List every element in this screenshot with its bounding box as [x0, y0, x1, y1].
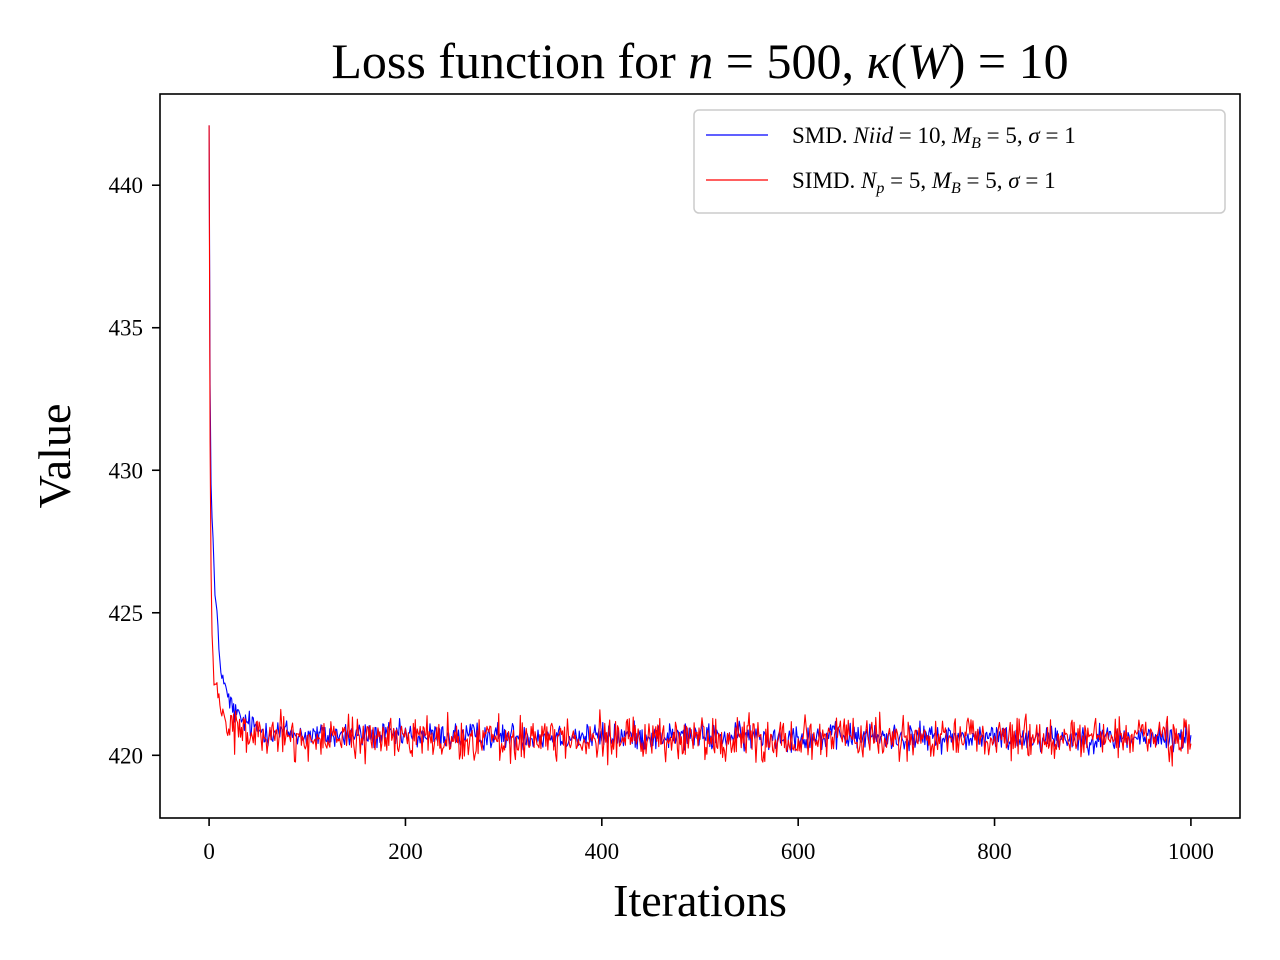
x-tick-label: 200 — [388, 839, 423, 864]
legend-smd-eq-value: 10 — [917, 123, 940, 148]
x-axis-label: Iterations — [613, 875, 787, 926]
title-n-value: 500 — [766, 33, 841, 89]
legend-entry-simd: SIMD. Np = 5, MB = 5, σ = 1 — [792, 168, 1056, 197]
legend-smd-sigma: 1 — [1064, 123, 1076, 148]
legend-simd-sigma: 1 — [1044, 168, 1056, 193]
x-tick-label: 600 — [781, 839, 816, 864]
x-tick-label: 800 — [977, 839, 1012, 864]
legend: SMD. Niid = 10, MB = 5, σ = 1 SIMD. Np =… — [693, 109, 1226, 214]
legend-smd-prefix: SMD. — [792, 123, 848, 148]
legend-simd-mb: 5 — [985, 168, 997, 193]
y-axis-label: Value — [29, 404, 80, 509]
y-tick-label: 420 — [109, 743, 144, 768]
ticks-layer: 0 200 400 600 800 1000 420 425 430 435 440 — [109, 173, 1214, 864]
legend-simd-var: N — [860, 168, 878, 193]
title-kappa: κ — [866, 33, 891, 89]
legend-smd-var: Niid — [852, 123, 893, 148]
x-tick-label: 400 — [585, 839, 620, 864]
legend-simd-prefix: SIMD. — [792, 168, 855, 193]
title-k-value: 10 — [1019, 33, 1069, 89]
y-tick-label: 440 — [109, 173, 144, 198]
y-tick-label: 425 — [109, 601, 144, 626]
title-prefix: Loss function for — [331, 33, 688, 89]
legend-simd-var-sub: p — [875, 180, 884, 197]
series-line-simd — [208, 125, 1192, 767]
title-w-var: W — [907, 33, 953, 89]
legend-box — [693, 109, 1226, 214]
x-tick-label: 0 — [203, 839, 215, 864]
series-line-smd — [208, 125, 1192, 756]
plot-frame — [159, 93, 1241, 819]
legend-entry-smd: SMD. Niid = 10, MB = 5, σ = 1 — [792, 123, 1076, 152]
legend-smd-mb: 5 — [1005, 123, 1017, 148]
y-tick-label: 435 — [109, 316, 144, 341]
y-tick-label: 430 — [109, 458, 144, 483]
legend-simd-eq-value: 5 — [909, 168, 921, 193]
chart-title: Loss function for n = 500, κ(W) = 10 — [331, 33, 1068, 89]
title-n-var: n — [688, 33, 713, 89]
x-tick-label: 1000 — [1168, 839, 1214, 864]
series-layer — [208, 125, 1192, 767]
